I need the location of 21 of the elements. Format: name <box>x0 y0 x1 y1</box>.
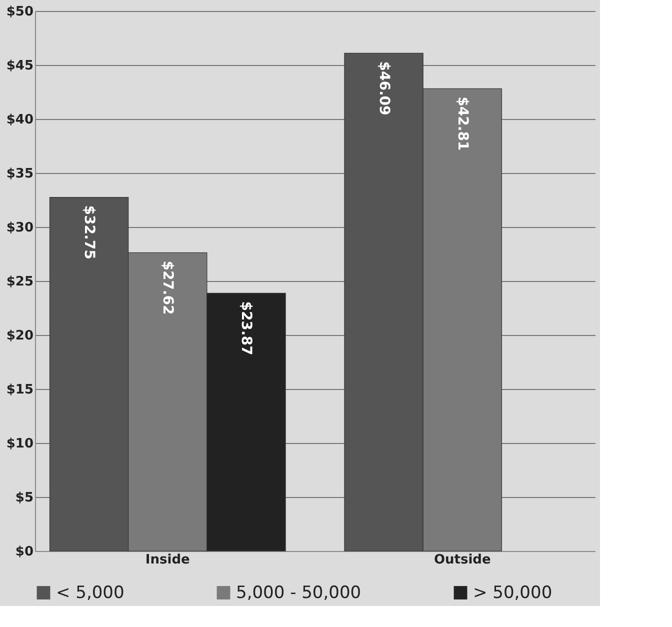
y-tick-label: $15 <box>6 382 34 398</box>
y-tick-label: $40 <box>6 112 34 128</box>
legend-label: 5,000 - 50,000 <box>236 582 362 603</box>
legend-label: < 5,000 <box>56 582 124 603</box>
data-label: $42.81 <box>454 96 470 151</box>
y-tick-label: $50 <box>6 4 34 20</box>
y-tick-label: $25 <box>6 274 34 290</box>
x-tick-label: Outside <box>434 552 491 568</box>
y-tick-label: $0 <box>15 544 34 560</box>
data-label: $23.87 <box>238 301 254 356</box>
y-tick-label: $5 <box>15 490 34 506</box>
y-tick-label: $45 <box>6 58 34 74</box>
data-label: $46.09 <box>376 61 392 116</box>
data-label: $27.62 <box>160 260 176 315</box>
y-tick-label: $30 <box>6 220 34 236</box>
legend-label: > 50,000 <box>473 582 552 603</box>
y-tick-label: $10 <box>6 436 34 452</box>
data-label: $32.75 <box>81 205 98 260</box>
x-tick-label: Inside <box>145 552 190 568</box>
y-tick-label: $35 <box>6 166 34 182</box>
y-tick-label: $20 <box>6 328 34 344</box>
